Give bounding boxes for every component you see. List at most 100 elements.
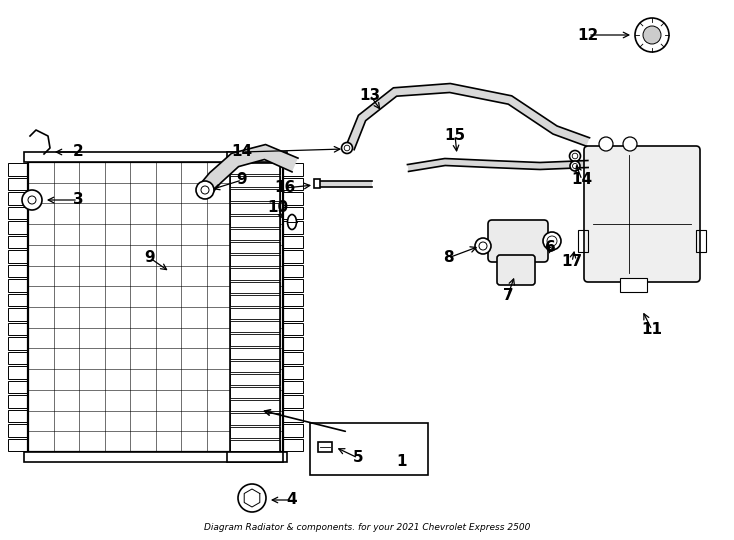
Bar xyxy=(8,221,28,233)
Bar xyxy=(283,381,303,393)
Bar xyxy=(283,221,303,233)
Bar xyxy=(283,192,303,205)
Circle shape xyxy=(341,143,352,153)
Text: 2: 2 xyxy=(73,145,84,159)
Text: 14: 14 xyxy=(231,145,252,159)
Bar xyxy=(283,279,303,292)
Bar xyxy=(230,282,280,293)
Bar xyxy=(230,321,280,332)
Bar xyxy=(283,438,303,451)
Bar xyxy=(230,348,280,359)
Bar xyxy=(230,163,280,174)
Bar xyxy=(8,192,28,205)
Bar xyxy=(227,452,283,462)
Bar xyxy=(283,366,303,379)
Bar xyxy=(8,235,28,248)
Bar xyxy=(8,308,28,321)
Bar xyxy=(230,440,280,451)
Bar xyxy=(283,294,303,306)
Circle shape xyxy=(570,161,580,171)
Bar xyxy=(620,278,647,292)
Bar xyxy=(283,178,303,190)
Bar xyxy=(8,294,28,306)
Circle shape xyxy=(196,181,214,199)
Text: 17: 17 xyxy=(562,254,583,269)
Circle shape xyxy=(543,232,561,250)
Bar xyxy=(8,206,28,219)
Bar xyxy=(283,308,303,321)
Bar xyxy=(230,361,280,372)
Bar xyxy=(283,424,303,436)
Text: 7: 7 xyxy=(503,287,513,302)
Bar xyxy=(230,162,280,452)
FancyBboxPatch shape xyxy=(584,146,700,282)
Polygon shape xyxy=(346,84,589,150)
Bar xyxy=(24,452,287,462)
Bar xyxy=(8,279,28,292)
Bar xyxy=(8,178,28,190)
Bar xyxy=(230,255,280,266)
Bar xyxy=(230,215,280,227)
Text: 13: 13 xyxy=(360,87,380,103)
Bar xyxy=(230,308,280,319)
Circle shape xyxy=(635,18,669,52)
Text: 16: 16 xyxy=(275,180,296,195)
Text: 5: 5 xyxy=(353,450,363,465)
Polygon shape xyxy=(199,145,298,195)
Bar xyxy=(8,265,28,277)
Bar xyxy=(8,424,28,436)
Bar xyxy=(230,295,280,306)
Bar xyxy=(230,427,280,438)
Text: 6: 6 xyxy=(545,240,556,255)
Text: 12: 12 xyxy=(578,28,599,43)
Bar xyxy=(696,231,706,252)
Bar xyxy=(283,265,303,277)
Bar xyxy=(230,414,280,424)
Text: Diagram Radiator & components. for your 2021 Chevrolet Express 2500: Diagram Radiator & components. for your … xyxy=(204,523,530,532)
Bar xyxy=(230,229,280,240)
FancyBboxPatch shape xyxy=(488,220,548,262)
Bar xyxy=(283,206,303,219)
Bar xyxy=(230,242,280,253)
Bar xyxy=(8,352,28,364)
Bar xyxy=(24,152,287,162)
Bar xyxy=(8,337,28,349)
Text: 15: 15 xyxy=(445,127,465,143)
Text: 11: 11 xyxy=(642,322,663,338)
Text: 9: 9 xyxy=(145,251,156,266)
Bar xyxy=(230,202,280,214)
Bar xyxy=(578,231,588,252)
Bar xyxy=(8,250,28,262)
Bar xyxy=(230,190,280,200)
Bar xyxy=(283,395,303,408)
Bar xyxy=(8,409,28,422)
Bar xyxy=(8,322,28,335)
Bar xyxy=(283,352,303,364)
Bar xyxy=(283,322,303,335)
FancyBboxPatch shape xyxy=(497,255,535,285)
Bar xyxy=(283,235,303,248)
Text: 9: 9 xyxy=(236,172,247,187)
Bar xyxy=(283,250,303,262)
Bar xyxy=(310,423,428,475)
Bar xyxy=(230,400,280,411)
Circle shape xyxy=(623,137,637,151)
Bar xyxy=(230,176,280,187)
Circle shape xyxy=(570,151,581,161)
Bar xyxy=(8,381,28,393)
Bar xyxy=(230,387,280,399)
Circle shape xyxy=(22,190,42,210)
Bar xyxy=(8,438,28,451)
Circle shape xyxy=(643,26,661,44)
Polygon shape xyxy=(318,181,372,187)
Bar xyxy=(314,179,320,188)
Text: 3: 3 xyxy=(73,192,84,207)
Circle shape xyxy=(238,484,266,512)
Ellipse shape xyxy=(288,214,297,230)
Bar xyxy=(230,334,280,346)
Bar xyxy=(283,337,303,349)
Bar xyxy=(283,163,303,176)
Polygon shape xyxy=(407,159,588,172)
Bar xyxy=(8,395,28,408)
Circle shape xyxy=(475,238,491,254)
